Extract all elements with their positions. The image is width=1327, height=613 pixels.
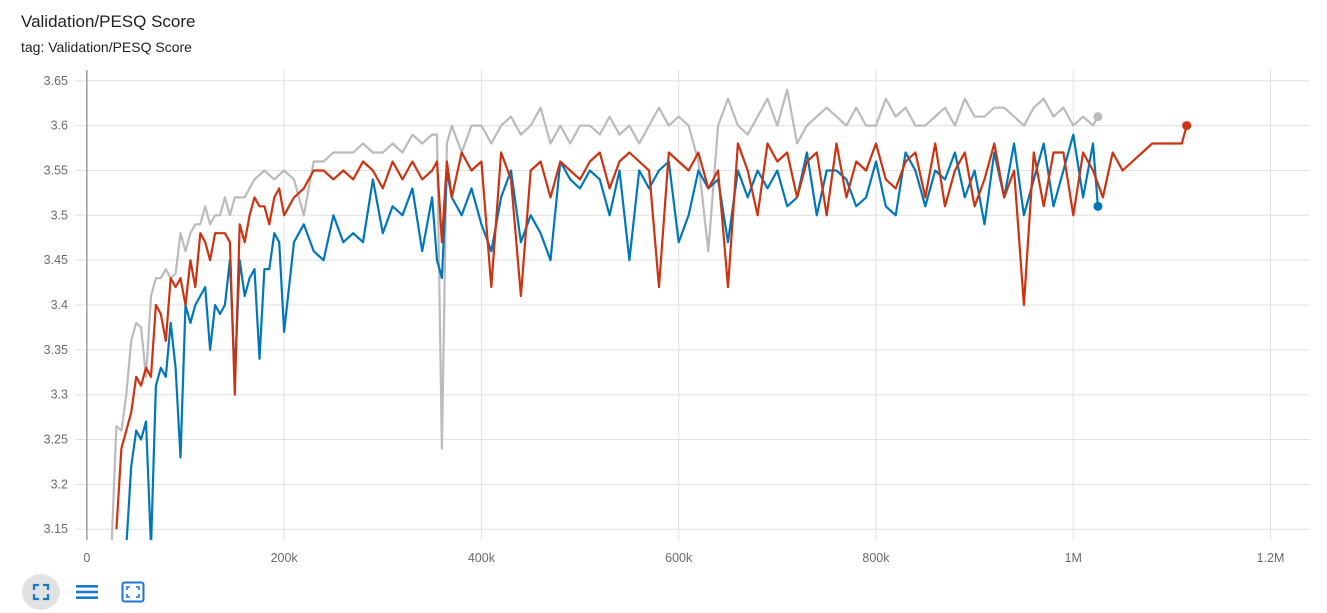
chart-title: Validation/PESQ Score — [21, 12, 196, 31]
y-tick-label: 3.35 — [44, 343, 68, 357]
x-tick-label: 1M — [1065, 551, 1082, 565]
tick-label-layer: 3.15 3.2 3.25 3.3 3.35 3.4 3.45 3.5 3.55 3.6 3.65 0… — [44, 74, 1285, 565]
fullscreen-button[interactable] — [22, 574, 60, 610]
grid-layer — [75, 70, 1310, 540]
y-tick-label: 3.2 — [51, 477, 68, 491]
x-tick-label: 0 — [83, 551, 90, 565]
y-tick-label: 3.25 — [44, 433, 68, 447]
series-end-marker-2 — [1182, 121, 1192, 131]
fullscreen-icon — [32, 583, 50, 601]
chart-toolbar — [22, 574, 152, 610]
lines-icon — [76, 585, 98, 599]
x-tick-label: 200k — [271, 551, 299, 565]
y-tick-label: 3.45 — [44, 253, 68, 267]
series-end-marker-1 — [1093, 201, 1103, 211]
fit-domain-button[interactable] — [114, 574, 152, 610]
y-tick-label: 3.55 — [44, 163, 68, 177]
toggle-y-log-button[interactable] — [68, 574, 106, 610]
x-tick-label: 600k — [665, 551, 693, 565]
series-line-2 — [115, 125, 1188, 530]
series-line-1 — [125, 133, 1099, 540]
series-layer — [110, 88, 1192, 540]
chart-tag: tag: Validation/PESQ Score — [21, 39, 192, 55]
series-line-0 — [110, 88, 1099, 540]
line-chart: 3.15 3.2 3.25 3.3 3.35 3.4 3.45 3.5 3.55 3.6 3.65 0… — [44, 70, 1310, 565]
y-tick-label: 3.65 — [44, 74, 68, 88]
y-tick-label: 3.5 — [51, 208, 68, 222]
x-tick-label: 400k — [468, 551, 496, 565]
x-tick-label: 800k — [862, 551, 890, 565]
series-end-marker-0 — [1093, 112, 1103, 122]
y-tick-label: 3.4 — [51, 298, 68, 312]
fit-domain-icon — [121, 581, 145, 603]
y-tick-label: 3.3 — [51, 388, 68, 402]
y-tick-label: 3.6 — [51, 119, 68, 133]
x-tick-label: 1.2M — [1257, 551, 1285, 565]
y-tick-label: 3.15 — [44, 522, 68, 536]
